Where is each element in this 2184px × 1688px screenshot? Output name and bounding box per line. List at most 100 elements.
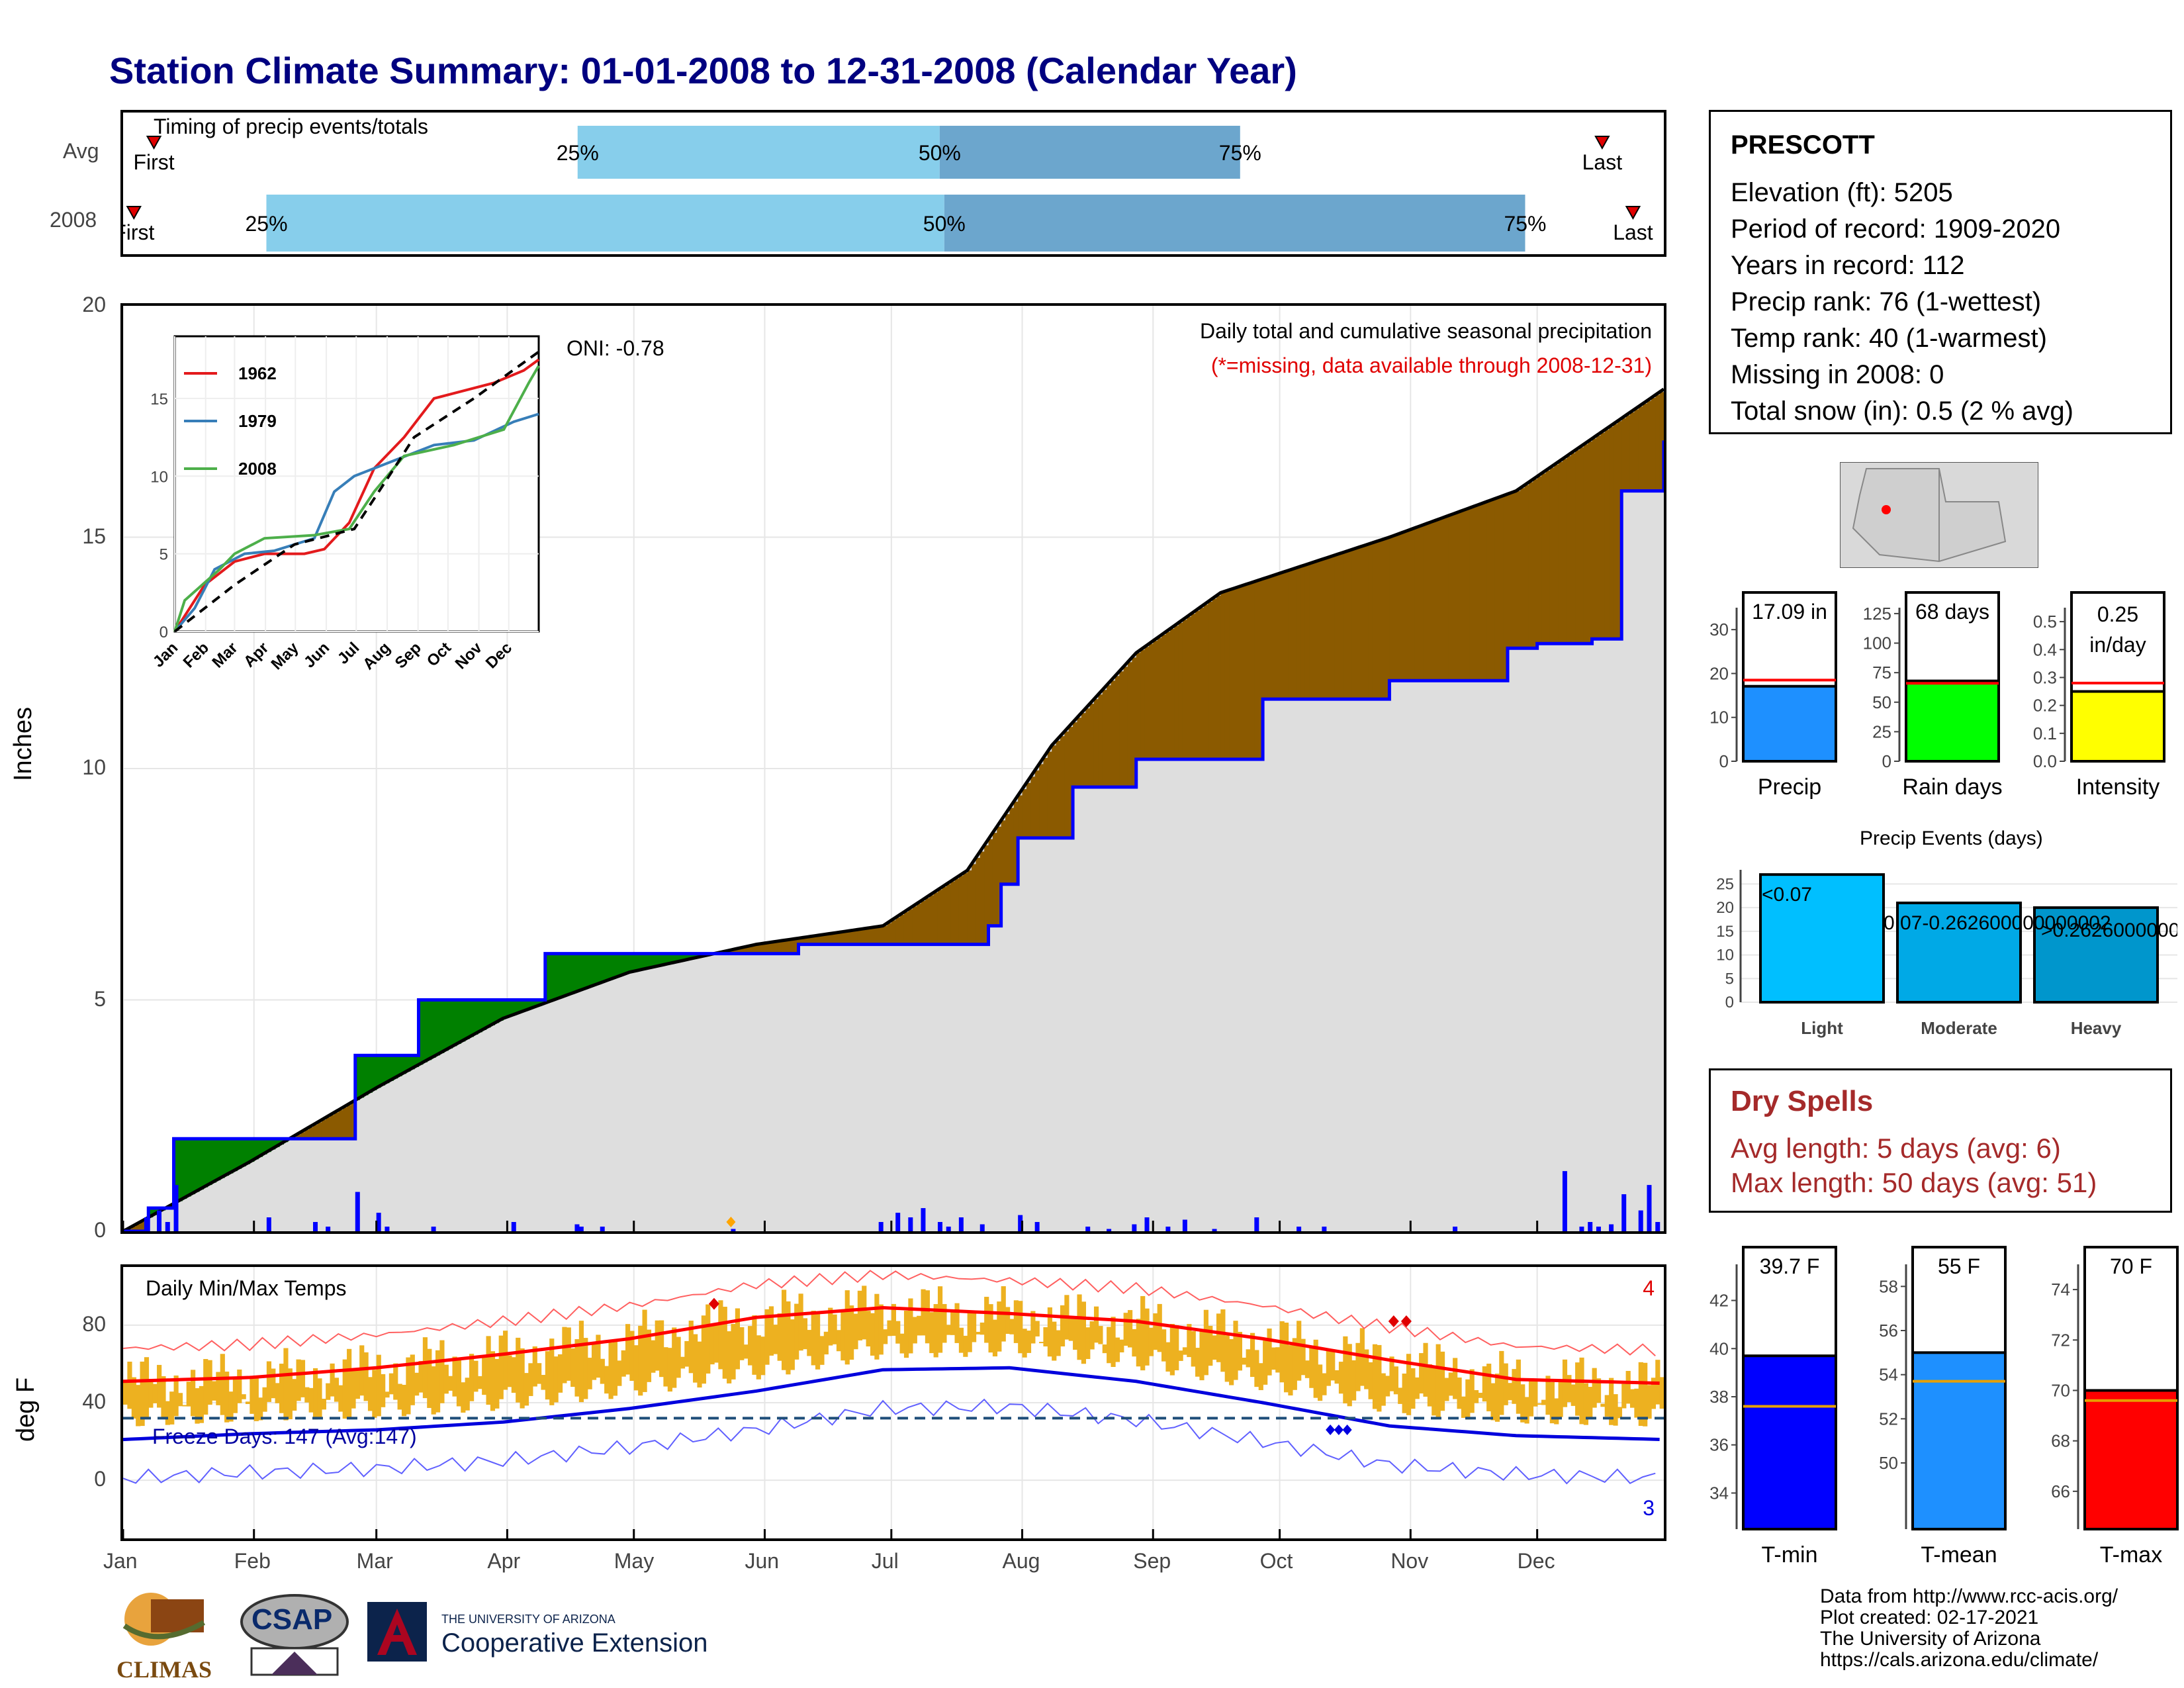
below-average-area bbox=[1220, 592, 1226, 760]
above-average-area bbox=[253, 1139, 259, 1160]
daily-temp-range-bar bbox=[849, 1305, 854, 1360]
timing-last-label: Last bbox=[1613, 220, 1653, 244]
timing-last-marker bbox=[1594, 136, 1610, 150]
events-text-heavy: >0.262600000000002 bbox=[2041, 919, 2184, 941]
above-average-area bbox=[528, 1000, 533, 1009]
precip-annotation: Daily total and cumulative seasonal prec… bbox=[1199, 319, 1652, 343]
below-average-area bbox=[1026, 782, 1031, 838]
daily-temp-range-bar bbox=[1068, 1315, 1073, 1341]
below-average-area bbox=[1439, 518, 1445, 681]
daily-temp-range-bar bbox=[1237, 1331, 1242, 1371]
below-average-area bbox=[1659, 392, 1664, 491]
daily-precip-bar bbox=[895, 1213, 901, 1231]
daily-temp-range-bar bbox=[211, 1381, 217, 1401]
daily-temp-range-bar bbox=[414, 1372, 420, 1396]
below-average-area bbox=[1334, 555, 1340, 700]
daily-temp-range-bar bbox=[1528, 1378, 1534, 1417]
timing-last-label: Last bbox=[1582, 150, 1623, 174]
daily-temp-range-bar bbox=[1410, 1368, 1416, 1409]
daily-temp-range-bar bbox=[1427, 1364, 1433, 1407]
daily-temp-range-bar bbox=[1153, 1313, 1158, 1350]
below-average-area bbox=[988, 839, 993, 926]
daily-temp-range-bar bbox=[372, 1370, 377, 1418]
daily-temp-range-bar bbox=[232, 1377, 238, 1413]
above-average-area bbox=[443, 1000, 449, 1051]
below-average-area bbox=[1022, 789, 1027, 838]
daily-temp-range-bar bbox=[862, 1286, 867, 1340]
below-average-area bbox=[1216, 595, 1221, 760]
below-average-area bbox=[908, 909, 913, 945]
precip-ytick-label: 15 bbox=[82, 524, 106, 548]
daily-temp-range-bar bbox=[338, 1385, 343, 1412]
csap-logo[interactable]: CSAP bbox=[232, 1589, 351, 1681]
daily-precip-bar bbox=[326, 1227, 331, 1231]
below-average-area bbox=[844, 931, 850, 945]
below-average-area bbox=[891, 920, 896, 945]
daily-temp-range-bar bbox=[177, 1393, 183, 1407]
above-average-area bbox=[452, 1000, 457, 1047]
daily-temp-range-bar bbox=[667, 1348, 672, 1392]
record-high-count: 4 bbox=[1643, 1276, 1655, 1300]
below-average-area bbox=[925, 898, 930, 945]
below-average-area bbox=[1634, 409, 1639, 491]
above-average-area bbox=[191, 1139, 196, 1195]
daily-temp-range-bar bbox=[917, 1315, 922, 1336]
daily-temp-range-bar bbox=[937, 1286, 943, 1353]
below-average-area bbox=[1013, 801, 1019, 884]
events-clip bbox=[2177, 854, 2184, 1039]
daily-temp-range-bar bbox=[528, 1363, 533, 1396]
daily-temp-range-bar bbox=[397, 1383, 402, 1410]
above-average-area bbox=[456, 1000, 461, 1044]
ua-logo[interactable]: THE UNIVERSITY OF ARIZONA Cooperative Ex… bbox=[361, 1595, 758, 1668]
below-average-area bbox=[731, 950, 736, 954]
summary-label: Precip bbox=[1758, 774, 1821, 800]
daily-temp-range-bar bbox=[777, 1313, 782, 1361]
month-label: Mar bbox=[356, 1549, 393, 1573]
inset-month-label: Apr bbox=[240, 639, 272, 671]
daily-temp-range-bar bbox=[1212, 1335, 1217, 1360]
below-average-area bbox=[870, 927, 875, 945]
daily-temp-range-bar bbox=[1317, 1364, 1323, 1401]
below-average-area bbox=[1140, 649, 1146, 760]
daily-precip-bar bbox=[313, 1222, 318, 1231]
daily-temp-range-bar bbox=[891, 1303, 896, 1336]
above-average-area bbox=[625, 953, 630, 974]
above-average-area bbox=[271, 1139, 276, 1150]
inset-avg-line bbox=[173, 350, 540, 633]
inset-month-label: Jan bbox=[150, 639, 181, 671]
daily-temp-range-bar bbox=[1389, 1356, 1394, 1391]
climas-logo[interactable]: CLIMAS bbox=[111, 1586, 217, 1683]
above-average-area bbox=[355, 1055, 360, 1100]
daily-temp-range-bar bbox=[1309, 1347, 1314, 1388]
below-average-area bbox=[786, 940, 791, 954]
daily-temp-range-bar bbox=[1127, 1310, 1133, 1348]
below-average-area bbox=[1043, 757, 1048, 838]
daily-temp-range-bar bbox=[747, 1326, 753, 1366]
daily-temp-range-bar bbox=[709, 1324, 715, 1365]
summary-tick-label: 20 bbox=[1709, 663, 1729, 683]
below-average-area bbox=[1499, 496, 1504, 681]
daily-precip-bar bbox=[1165, 1227, 1171, 1231]
below-average-area bbox=[1554, 465, 1559, 644]
daily-temp-range-bar bbox=[1355, 1342, 1361, 1391]
events-tick-label: 10 bbox=[1716, 947, 1734, 964]
daily-temp-range-bar bbox=[308, 1387, 314, 1413]
below-average-area bbox=[1549, 467, 1555, 644]
below-average-area bbox=[1093, 699, 1099, 787]
summary-tick-label: 40 bbox=[1709, 1338, 1729, 1358]
summary-tick-label: 36 bbox=[1709, 1435, 1729, 1455]
summary-tick-label: 68 bbox=[2051, 1431, 2070, 1451]
credit-data-source: Data from http://www.rcc-acis.org/ bbox=[1820, 1585, 2118, 1607]
summary-tick-label: 0 bbox=[1719, 751, 1729, 771]
summary-label: T-mean bbox=[1921, 1542, 1997, 1568]
below-average-area bbox=[1034, 770, 1040, 838]
inset-series-1962 bbox=[173, 358, 540, 633]
daily-temp-range-bar bbox=[752, 1315, 757, 1375]
below-average-area bbox=[1169, 628, 1175, 760]
below-average-area bbox=[1494, 498, 1500, 681]
below-average-area bbox=[862, 929, 867, 945]
below-average-area bbox=[1545, 470, 1551, 644]
above-average-area bbox=[516, 1000, 521, 1014]
below-average-area bbox=[334, 1112, 339, 1139]
month-label: Jun bbox=[745, 1549, 780, 1573]
